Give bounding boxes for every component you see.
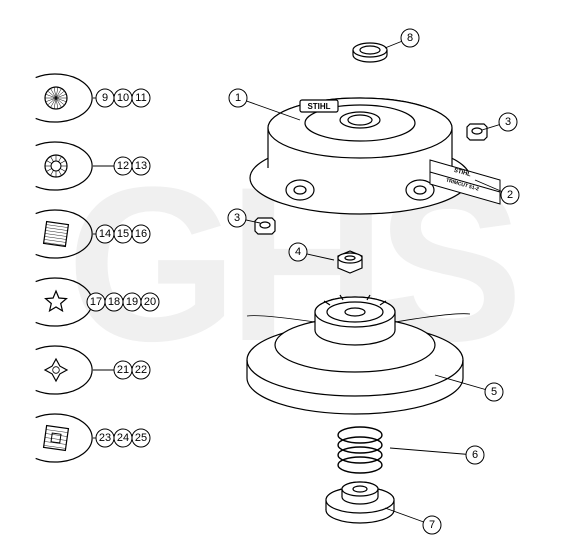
callout-18: 18 bbox=[108, 296, 120, 308]
callout-7: 7 bbox=[429, 519, 435, 531]
callout-3: 3 bbox=[505, 116, 511, 128]
callout-19: 19 bbox=[126, 296, 138, 308]
callout-13: 13 bbox=[135, 160, 147, 172]
callout-25: 25 bbox=[135, 432, 147, 444]
callout-9: 9 bbox=[102, 92, 108, 104]
callout-12: 12 bbox=[117, 160, 129, 172]
callout-21: 21 bbox=[117, 364, 129, 376]
part-knob bbox=[326, 482, 394, 523]
part-housing-cap bbox=[250, 98, 470, 214]
callout-11: 11 bbox=[135, 92, 146, 104]
callout-20: 20 bbox=[144, 296, 156, 308]
callout-16: 16 bbox=[135, 228, 147, 240]
part-bushing-left bbox=[255, 218, 275, 234]
callout-10: 10 bbox=[117, 92, 129, 104]
callout-23: 23 bbox=[99, 432, 111, 444]
callout-1: 1 bbox=[235, 92, 241, 104]
callout-24: 24 bbox=[117, 432, 129, 444]
callout-5: 5 bbox=[491, 386, 497, 398]
part-washer bbox=[353, 43, 387, 62]
callout-15: 15 bbox=[117, 228, 129, 240]
callout-2: 2 bbox=[507, 189, 513, 201]
swatch-circle-solid bbox=[36, 74, 92, 122]
brand-label: STIHL bbox=[307, 102, 330, 111]
callout-3: 3 bbox=[234, 212, 240, 224]
parts-diagram: GHS STIHL STI bbox=[0, 0, 581, 560]
callout-8: 8 bbox=[407, 32, 413, 44]
callout-6: 6 bbox=[472, 449, 478, 461]
part-hex-nut bbox=[338, 251, 362, 273]
part-bushing-right bbox=[467, 124, 487, 140]
callout-22: 22 bbox=[135, 364, 147, 376]
swatch-square-hatch bbox=[36, 414, 92, 462]
callout-14: 14 bbox=[99, 228, 111, 240]
part-spring bbox=[338, 427, 382, 473]
callout-4: 4 bbox=[295, 246, 301, 258]
callout-17: 17 bbox=[90, 296, 102, 308]
